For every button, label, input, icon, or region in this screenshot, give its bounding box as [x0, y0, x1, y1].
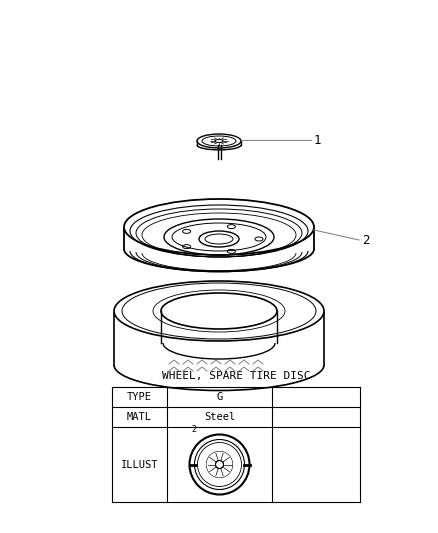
Text: TYPE: TYPE	[127, 392, 152, 402]
Text: 1: 1	[314, 133, 321, 147]
Text: ILLUST: ILLUST	[121, 459, 158, 470]
Ellipse shape	[215, 461, 223, 469]
Text: WHEEL, SPARE TIRE DISC: WHEEL, SPARE TIRE DISC	[162, 371, 310, 381]
Ellipse shape	[124, 199, 314, 255]
Text: Steel: Steel	[204, 412, 235, 422]
Text: 2: 2	[362, 233, 370, 246]
Text: MATL: MATL	[127, 412, 152, 422]
Ellipse shape	[114, 281, 324, 341]
Text: G: G	[216, 392, 223, 402]
Ellipse shape	[206, 451, 233, 478]
Text: 2: 2	[191, 425, 197, 434]
Ellipse shape	[197, 134, 241, 148]
